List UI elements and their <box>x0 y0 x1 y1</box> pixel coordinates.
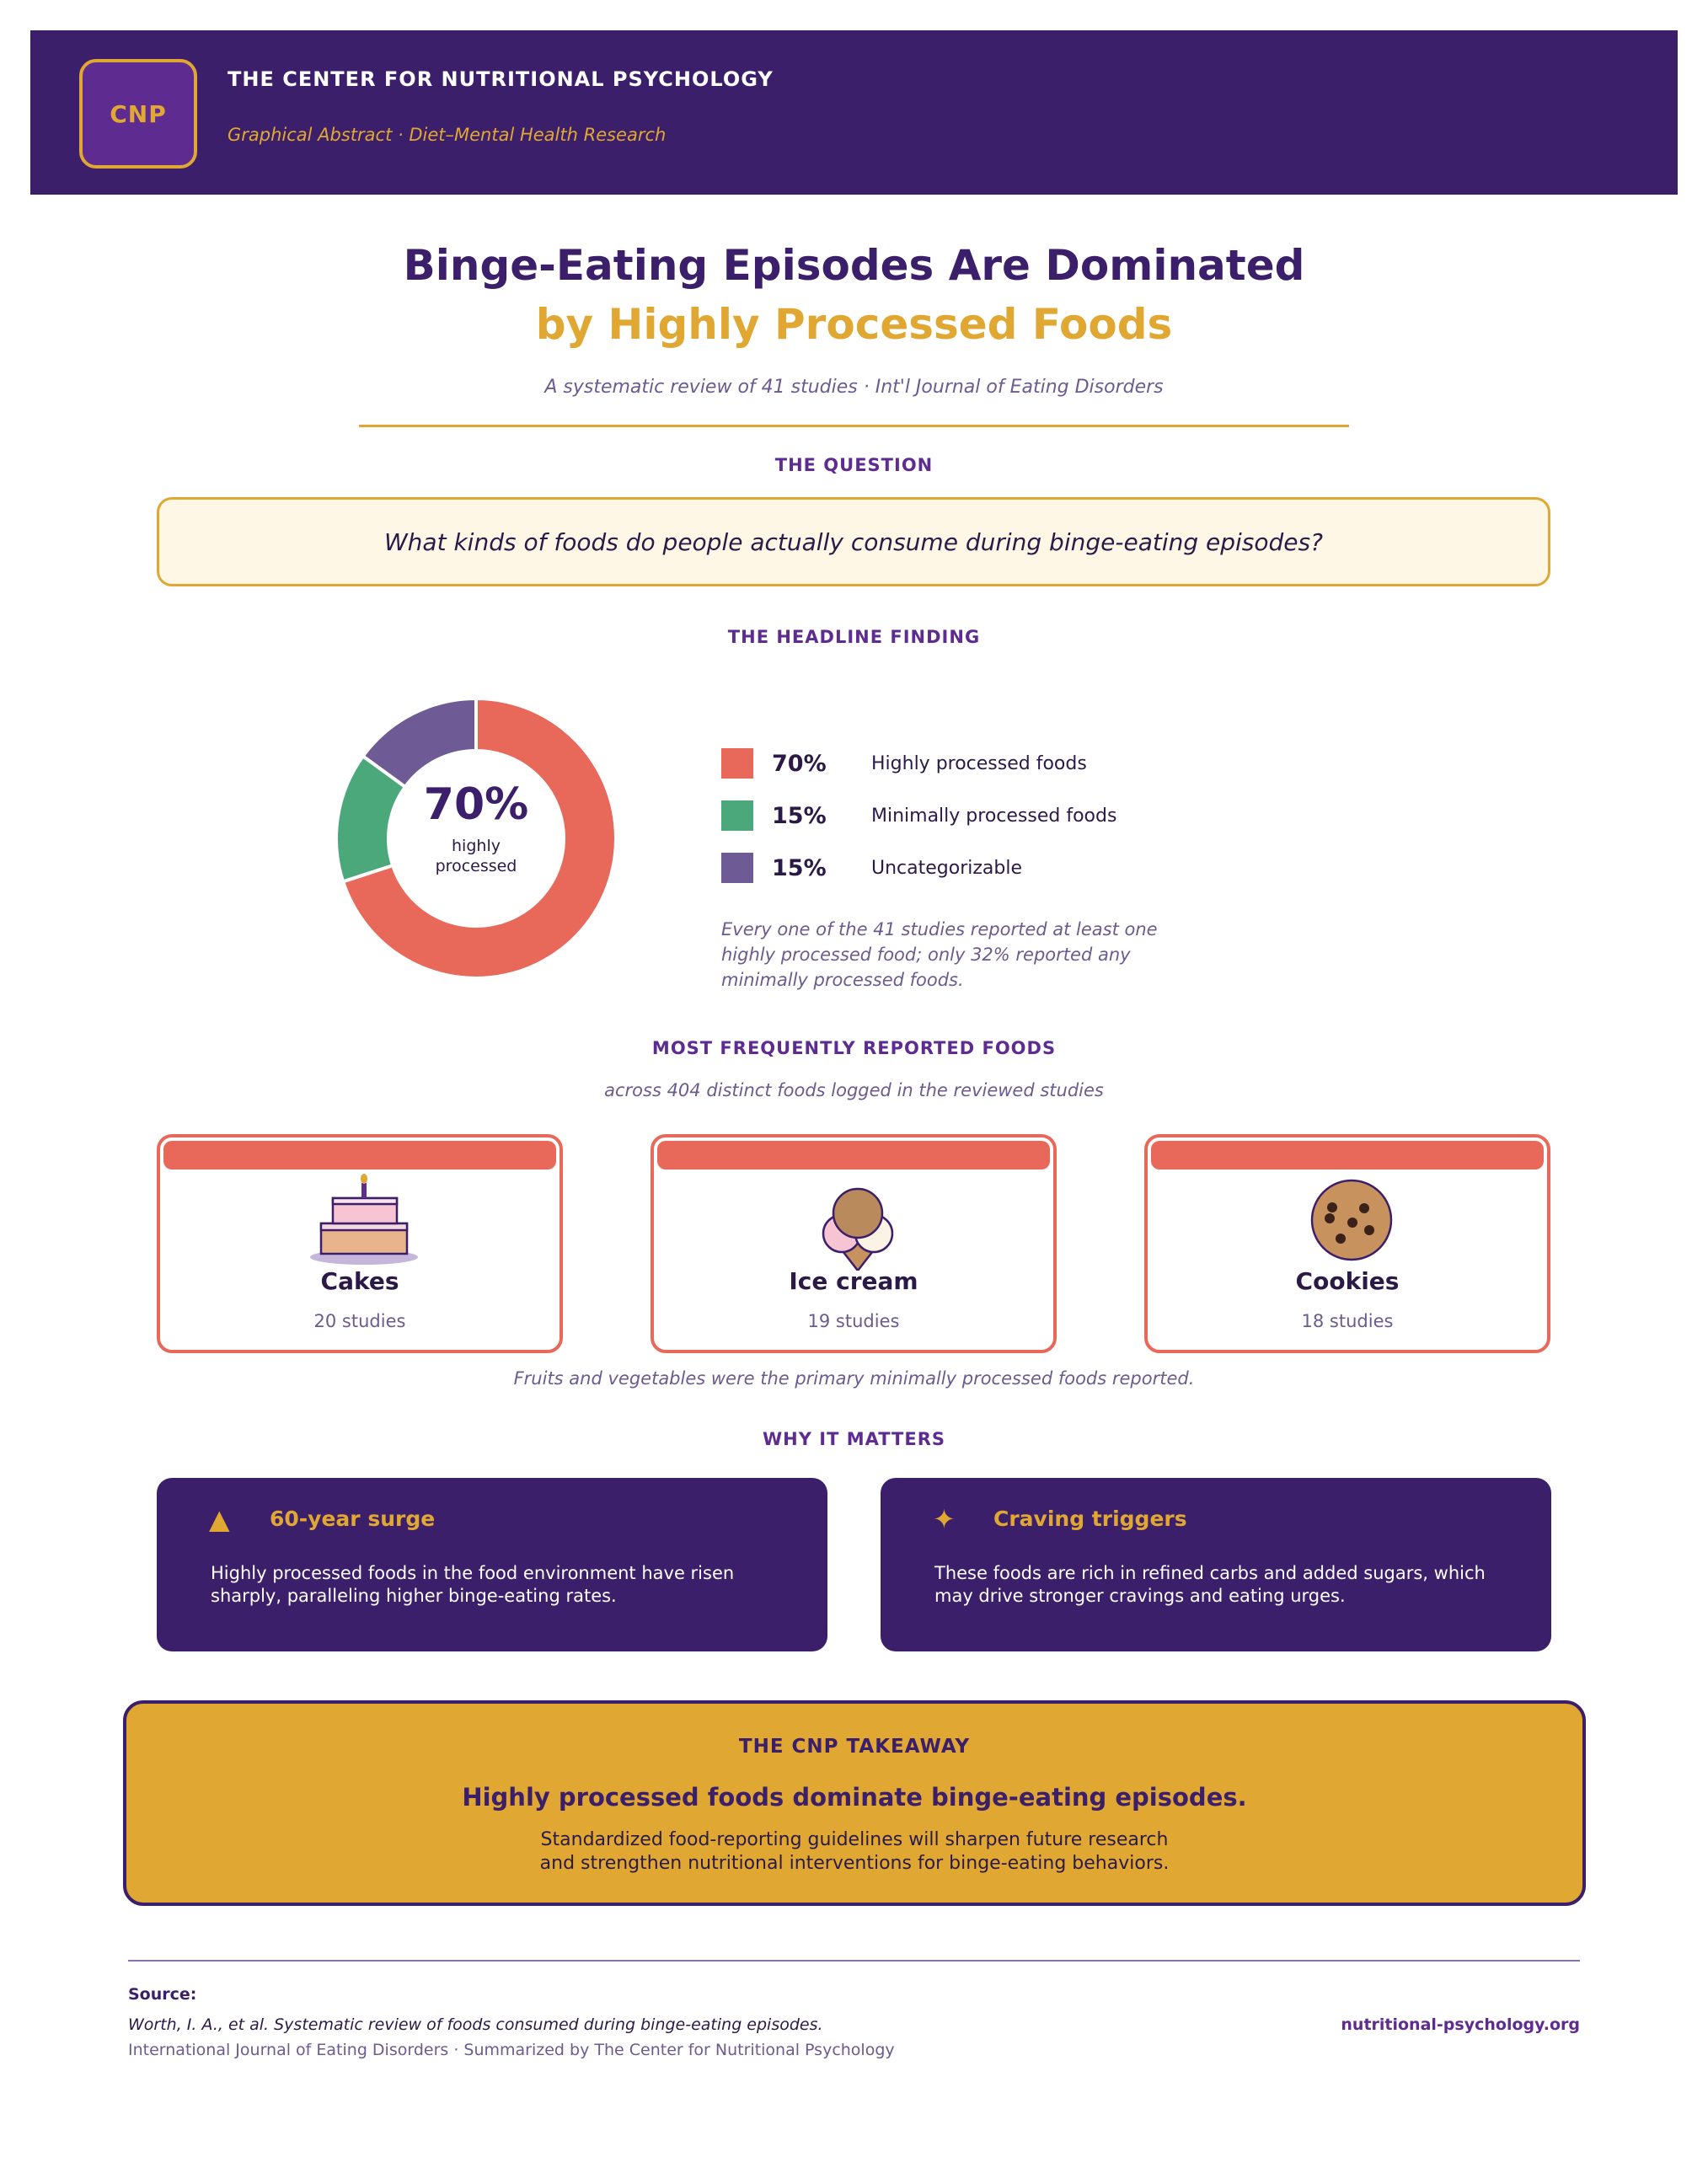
why-body: Highly processed foods in the food envir… <box>211 1563 735 1606</box>
food-name: Cakes <box>320 1267 399 1295</box>
page-title-line-2: by Highly Processed Foods <box>535 300 1173 349</box>
question-box: What kinds of foods do people actually c… <box>157 497 1550 586</box>
org-name: THE CENTER FOR NUTRITIONAL PSYCHOLOGY <box>228 67 774 91</box>
takeaway-label: THE CNP TAKEAWAY <box>738 1736 971 1758</box>
donut-center-label-line-2: processed <box>435 857 517 875</box>
food-study-count: 20 studies <box>313 1311 406 1331</box>
donut-center-label-line-1: highly <box>452 837 501 855</box>
source-citation: Worth, I. A., et al. Systematic review o… <box>128 2015 823 2034</box>
food-name: Ice cream <box>789 1267 918 1295</box>
legend-item-highly-processed: 70% Highly processed foods <box>721 747 1087 779</box>
food-study-count: 19 studies <box>807 1311 900 1331</box>
cnp-logo: CNP <box>79 59 197 169</box>
donut-chart <box>335 696 618 980</box>
takeaway-headline: Highly processed foods dominate binge-ea… <box>462 1783 1247 1812</box>
triangle-icon: ▲ <box>209 1503 230 1535</box>
legend-swatch <box>721 800 753 831</box>
sparkle-icon: ✦ <box>933 1503 956 1535</box>
takeaway-body-line-1: Standardized food-reporting guidelines w… <box>540 1829 1169 1850</box>
food-study-count: 18 studies <box>1301 1311 1394 1331</box>
cookie-icon <box>1310 1179 1393 1261</box>
legend-swatch <box>721 748 753 779</box>
title-divider <box>359 425 1349 427</box>
header-subtitle: Graphical Abstract · Diet–Mental Health … <box>228 125 667 145</box>
why-label: WHY IT MATTERS <box>763 1429 945 1449</box>
website-link[interactable]: nutritional-psychology.org <box>1341 2015 1580 2034</box>
footer-divider <box>128 1960 1580 1962</box>
food-card-cookies: Cookies 18 studies <box>1144 1134 1550 1353</box>
legend-item-uncategorizable: 15% Uncategorizable <box>721 852 1022 884</box>
source-label: Source: <box>128 1985 197 2004</box>
food-card-ice-cream: Ice cream 19 studies <box>651 1134 1057 1353</box>
legend-label: Uncategorizable <box>871 857 1023 879</box>
takeaway-body-line-2: and strengthen nutritional interventions… <box>539 1853 1170 1874</box>
takeaway-box: THE CNP TAKEAWAY Highly processed foods … <box>123 1700 1586 1906</box>
foods-subtitle: across 404 distinct foods logged in the … <box>604 1080 1104 1100</box>
finding-label: THE HEADLINE FINDING <box>727 627 981 647</box>
why-heading: 60-year surge <box>270 1507 436 1531</box>
why-body: These foods are rich in refined carbs an… <box>934 1563 1486 1606</box>
donut-center-label: highly processed <box>396 836 556 876</box>
card-accent-bar <box>163 1141 556 1169</box>
foods-label: MOST FREQUENTLY REPORTED FOODS <box>651 1038 1057 1058</box>
cake-icon <box>310 1174 418 1265</box>
slice-uncategorizable <box>360 696 478 789</box>
legend-label: Highly processed foods <box>871 752 1087 774</box>
ice-cream-icon <box>822 1187 894 1271</box>
finding-note: Every one of the 41 studies reported at … <box>721 919 1158 990</box>
source-meta: International Journal of Eating Disorder… <box>128 2041 895 2059</box>
card-accent-bar <box>1151 1141 1544 1169</box>
food-name: Cookies <box>1295 1267 1400 1295</box>
legend-percent: 70% <box>772 750 827 777</box>
legend-item-minimally-processed: 15% Minimally processed foods <box>721 800 1116 832</box>
legend-percent: 15% <box>772 802 827 829</box>
food-card-cakes: Cakes 20 studies <box>157 1134 563 1353</box>
why-card-cravings: ✦ Craving triggers These foods are rich … <box>881 1478 1551 1651</box>
page-subtitle: A systematic review of 41 studies · Int'… <box>544 377 1164 398</box>
legend-label: Minimally processed foods <box>871 805 1117 827</box>
question-text: What kinds of foods do people actually c… <box>384 527 1323 556</box>
legend-swatch <box>721 853 753 883</box>
header-banner: CNP THE CENTER FOR NUTRITIONAL PSYCHOLOG… <box>30 30 1678 195</box>
why-heading: Craving triggers <box>993 1507 1187 1531</box>
donut-center-percent: 70% <box>423 779 529 830</box>
question-label: THE QUESTION <box>774 455 934 475</box>
legend-percent: 15% <box>772 854 827 881</box>
fruits-note: Fruits and vegetables were the primary m… <box>513 1368 1195 1389</box>
takeaway-body: Standardized food-reporting guidelines w… <box>126 1828 1582 1876</box>
slice-highly-processed <box>340 696 618 980</box>
page-title-line-1: Binge-Eating Episodes Are Dominated <box>403 241 1305 290</box>
why-card-surge: ▲ 60-year surge Highly processed foods i… <box>157 1478 827 1651</box>
card-accent-bar <box>657 1141 1050 1169</box>
